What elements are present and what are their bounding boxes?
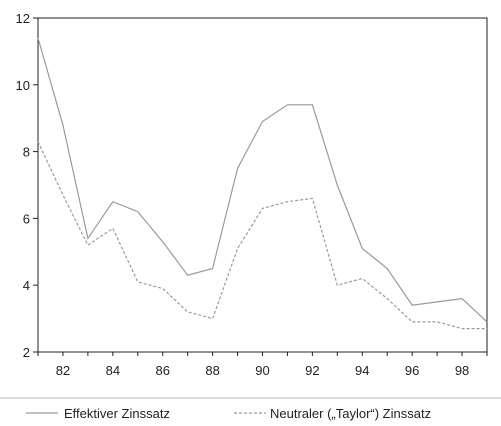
series-line-1 xyxy=(37,37,488,323)
x-tick-label: 92 xyxy=(305,363,319,378)
x-tick-label: 98 xyxy=(455,363,469,378)
x-tick-label: 84 xyxy=(106,363,120,378)
plot-frame xyxy=(37,17,488,353)
x-tick-label: 86 xyxy=(155,363,169,378)
y-tick-label: 12 xyxy=(16,11,30,26)
x-tick-label: 82 xyxy=(56,363,70,378)
y-axis: 2 4 6 8 10 12 xyxy=(16,11,38,360)
y-tick-label: 2 xyxy=(23,345,30,360)
series-layer xyxy=(37,37,488,330)
y-tick-label: 10 xyxy=(16,78,30,93)
y-tick-label: 4 xyxy=(23,278,30,293)
legend: Effektiver Zinssatz Neutraler („Taylor“) … xyxy=(0,397,501,421)
y-tick-label: 6 xyxy=(23,211,30,226)
legend-label-2: Neutraler („Taylor“) Zinssatz xyxy=(270,406,431,421)
series-line-2 xyxy=(37,141,487,330)
x-tick-label: 88 xyxy=(205,363,219,378)
x-tick-label: 94 xyxy=(355,363,369,378)
legend-label-1: Effektiver Zinssatz xyxy=(64,406,170,421)
x-tick-label: 90 xyxy=(255,363,269,378)
x-axis: 82 84 86 88 90 92 94 96 98 xyxy=(37,352,488,378)
y-tick-label: 8 xyxy=(23,145,30,160)
x-tick-label: 96 xyxy=(405,363,419,378)
